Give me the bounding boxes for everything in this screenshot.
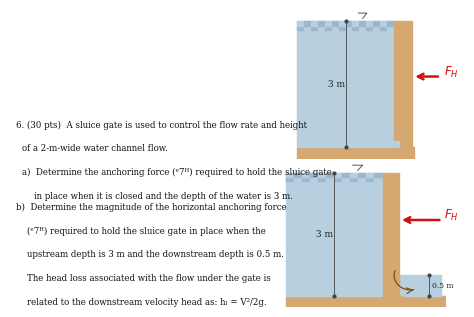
Bar	[380, 26, 387, 29]
Bar	[297, 146, 412, 158]
Bar	[366, 22, 373, 26]
Bar	[373, 26, 380, 29]
Bar	[334, 173, 342, 177]
Bar	[383, 296, 401, 307]
Bar	[304, 22, 311, 26]
Bar	[311, 22, 318, 26]
Bar	[350, 173, 358, 177]
Bar	[394, 22, 412, 146]
Bar	[366, 173, 374, 177]
Bar	[358, 177, 366, 181]
Bar	[342, 173, 350, 177]
Text: 6. (30 pts)  A sluice gate is used to control the flow rate and height: 6. (30 pts) A sluice gate is used to con…	[17, 120, 308, 130]
Bar	[399, 275, 441, 296]
Text: of a 2-m-wide water channel flow.: of a 2-m-wide water channel flow.	[22, 144, 168, 153]
Bar	[353, 26, 359, 29]
Bar	[338, 22, 346, 26]
Bar	[294, 173, 302, 177]
Bar	[373, 22, 380, 26]
Bar	[350, 177, 358, 181]
Bar	[286, 173, 294, 177]
Bar	[327, 177, 334, 181]
Bar	[310, 173, 319, 177]
Bar	[387, 22, 394, 26]
Bar	[394, 141, 399, 146]
Text: b)  Determine the magnitude of the horizontal anchoring force: b) Determine the magnitude of the horizo…	[17, 203, 287, 212]
Bar	[297, 26, 304, 29]
Bar	[302, 177, 310, 181]
Bar	[327, 173, 334, 177]
Bar	[286, 173, 383, 296]
Bar	[297, 22, 394, 146]
Bar	[325, 26, 332, 29]
Bar	[346, 22, 353, 26]
Bar	[394, 146, 414, 158]
Bar	[286, 296, 447, 307]
Text: a)  Determine the anchoring force (ᵉ7ᴴ) required to hold the sluice gate: a) Determine the anchoring force (ᵉ7ᴴ) r…	[22, 168, 332, 177]
Bar	[346, 26, 353, 29]
Bar	[334, 177, 342, 181]
Bar	[387, 26, 394, 29]
Bar	[297, 22, 304, 26]
Text: 0.5 m: 0.5 m	[432, 281, 454, 290]
Bar	[294, 177, 302, 181]
Bar	[374, 177, 383, 181]
Bar	[359, 26, 366, 29]
Bar	[319, 173, 327, 177]
Bar	[319, 177, 327, 181]
Bar	[353, 22, 359, 26]
Bar	[325, 22, 332, 26]
Text: $\it{F}_{\it{H}}$: $\it{F}_{\it{H}}$	[444, 65, 458, 80]
Text: The head loss associated with the flow under the gate is: The head loss associated with the flow u…	[27, 274, 271, 283]
Bar	[366, 177, 374, 181]
Text: $\it{F}_{\it{H}}$: $\it{F}_{\it{H}}$	[444, 208, 459, 223]
Bar	[304, 26, 311, 29]
Text: related to the downstream velocity head as: hₗ = V²/2g.: related to the downstream velocity head …	[27, 298, 266, 307]
Bar	[342, 177, 350, 181]
Bar	[311, 26, 318, 29]
Bar	[359, 22, 366, 26]
Text: 3 m: 3 m	[328, 80, 346, 88]
Text: (ᵉ7ᴴ) required to hold the sluice gate in place when the: (ᵉ7ᴴ) required to hold the sluice gate i…	[27, 227, 265, 236]
Bar	[318, 26, 325, 29]
Bar	[310, 177, 319, 181]
Bar	[332, 26, 338, 29]
Text: in place when it is closed and the depth of the water is 3 m.: in place when it is closed and the depth…	[34, 192, 293, 201]
Text: upstream depth is 3 m and the downstream depth is 0.5 m.: upstream depth is 3 m and the downstream…	[27, 250, 284, 259]
Bar	[332, 22, 338, 26]
Text: 3 m: 3 m	[316, 230, 333, 239]
Bar	[338, 26, 346, 29]
Bar	[318, 22, 325, 26]
Bar	[286, 177, 294, 181]
Bar	[374, 173, 383, 177]
Bar	[358, 173, 366, 177]
Bar	[380, 22, 387, 26]
Bar	[302, 173, 310, 177]
Bar	[366, 26, 373, 29]
Bar	[383, 173, 399, 296]
